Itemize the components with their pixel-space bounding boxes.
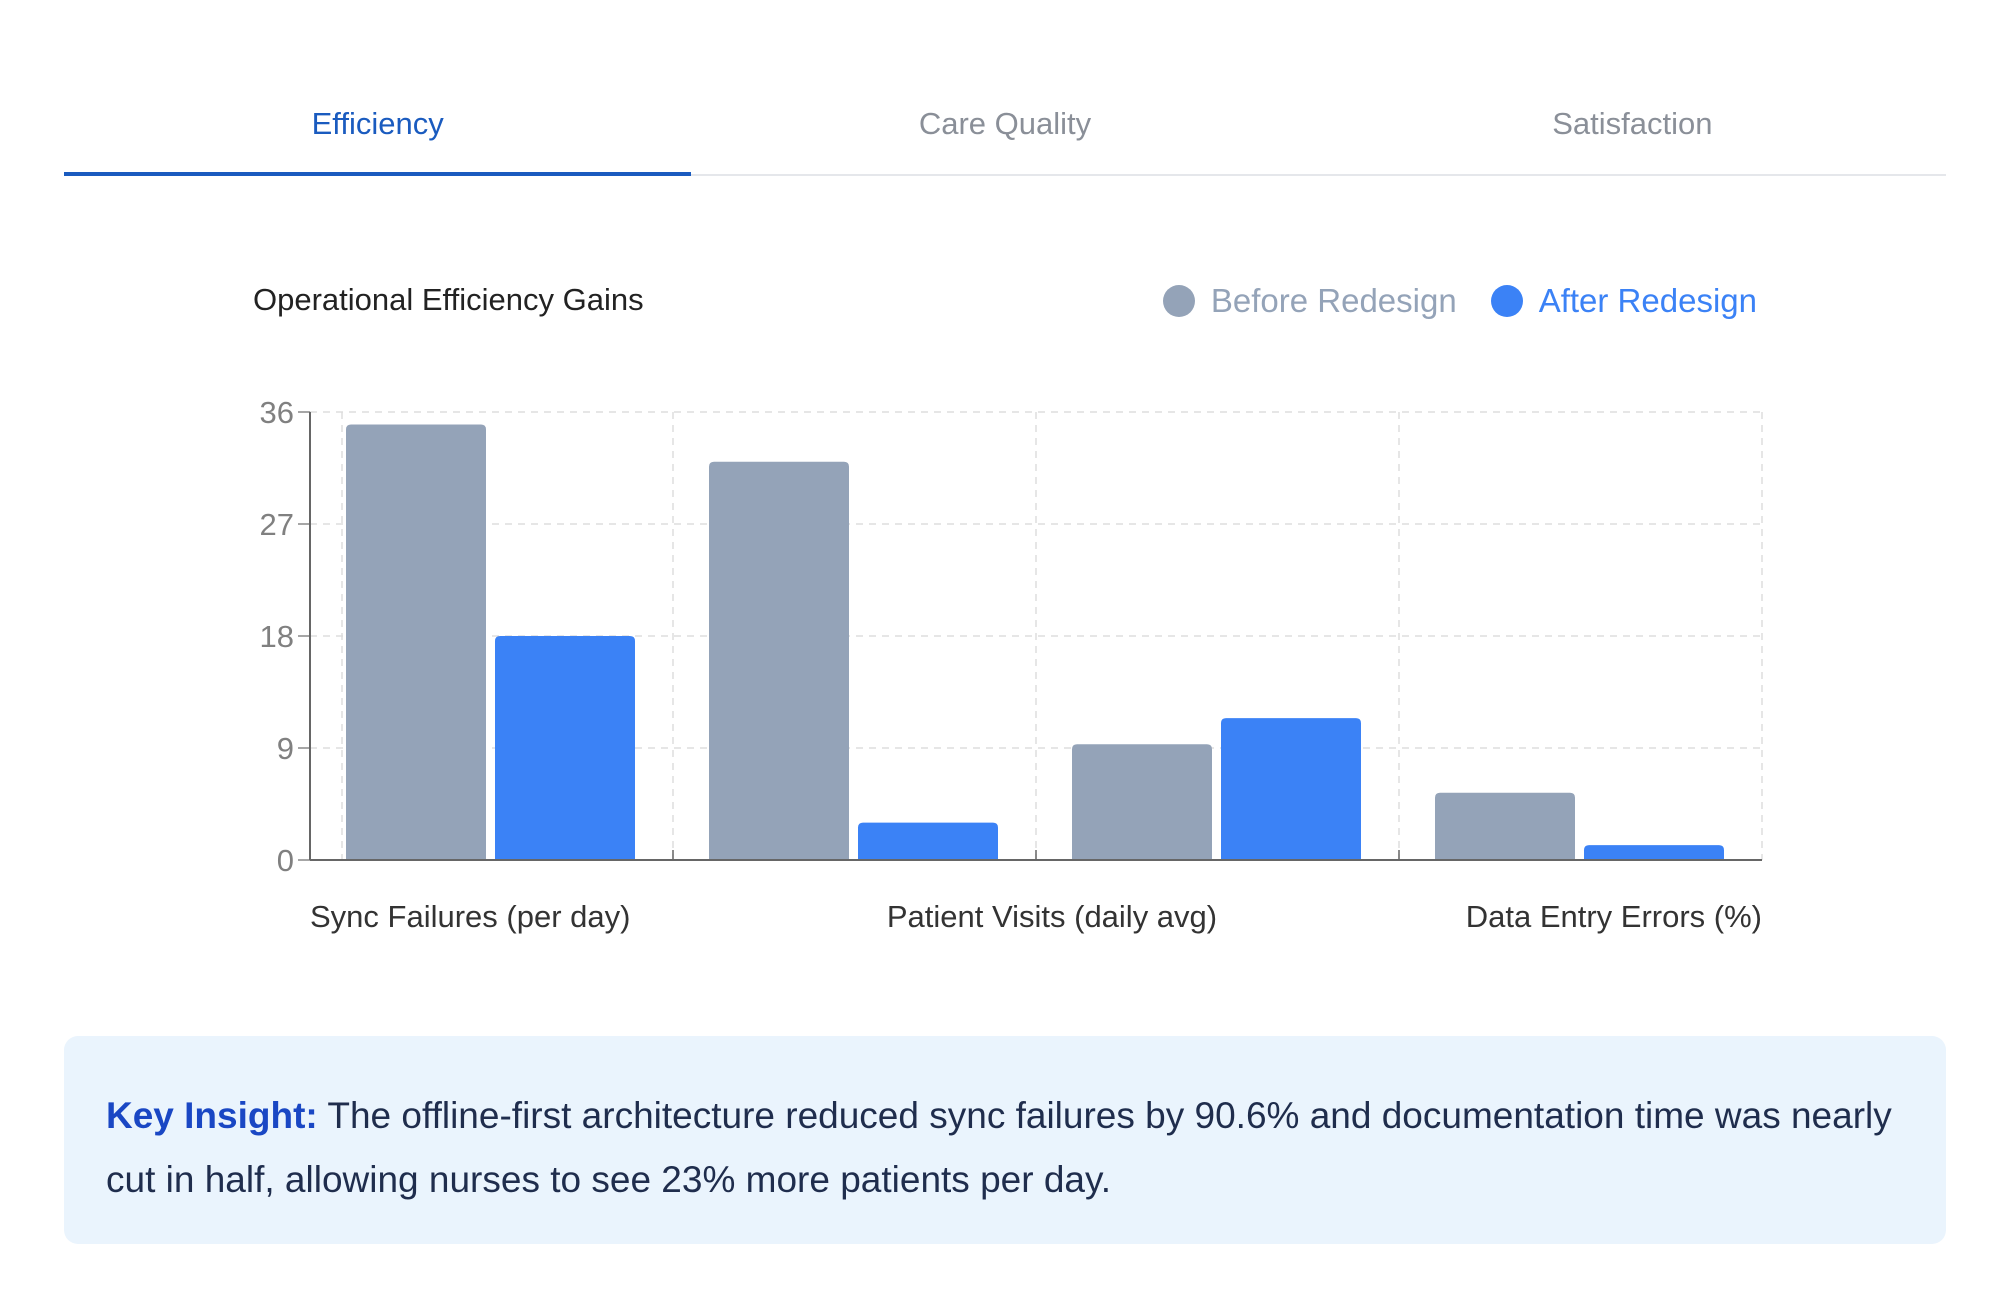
key-insight-box: Key Insight: The offline-first architect… (64, 1036, 1946, 1244)
insight-label: Key Insight: (106, 1095, 318, 1136)
y-tick-label: 27 (260, 507, 294, 542)
legend-item-after[interactable]: After Redesign (1490, 282, 1757, 320)
bar-after (495, 636, 635, 860)
tab-efficiency[interactable]: Efficiency (64, 80, 692, 176)
bar-before (709, 461, 849, 860)
legend-dot-before (1162, 285, 1195, 317)
legend-dot-after (1490, 285, 1523, 317)
insight-text: The offline-first architecture reduced s… (106, 1095, 1892, 1200)
y-tick-label: 36 (260, 395, 294, 430)
bar-after (858, 822, 998, 860)
chart-legend: Before Redesign After Redesign (1129, 282, 1757, 320)
legend-label-before: Before Redesign (1210, 282, 1457, 319)
x-category-label: Sync Failures (per day) (310, 899, 630, 934)
legend-label-after: After Redesign (1538, 282, 1757, 319)
legend-item-before[interactable]: Before Redesign (1162, 282, 1457, 320)
bar-before (1435, 792, 1575, 860)
y-tick-label: 9 (277, 731, 294, 766)
chart-title: Operational Efficiency Gains (253, 282, 644, 317)
bar-after (1221, 718, 1361, 860)
bar-before (346, 424, 486, 860)
tab-satisfaction[interactable]: Satisfaction (1552, 106, 1713, 141)
y-tick-label: 18 (260, 619, 294, 654)
tab-care-quality[interactable]: Care Quality (918, 106, 1092, 141)
tab-bar: Efficiency Care Quality Satisfaction (64, 80, 1946, 176)
bar-chart: 0 9 18 27 36 Sync Failures (per day) Patient V… (260, 395, 1763, 934)
bar-after (1584, 845, 1724, 860)
x-category-label: Data Entry Errors (%) (1466, 899, 1762, 934)
bar-before (1072, 744, 1212, 860)
y-tick-label: 0 (277, 843, 294, 878)
x-category-label: Patient Visits (daily avg) (887, 899, 1217, 934)
